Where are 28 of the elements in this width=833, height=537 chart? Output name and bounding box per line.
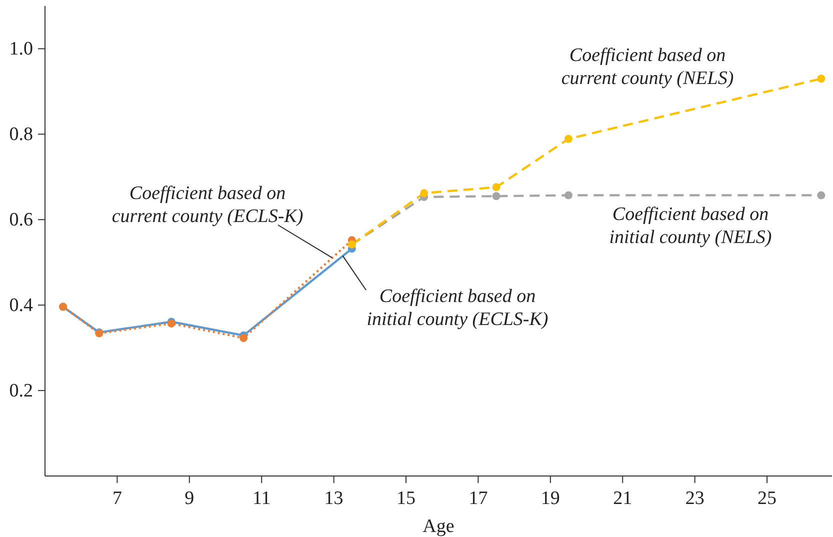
point bbox=[564, 191, 572, 200]
annotation: Coefficient based on initial county (ECLS-K) bbox=[366, 285, 550, 331]
point bbox=[817, 74, 826, 83]
x-tick-label: 25 bbox=[758, 488, 777, 509]
x-tick-label: 11 bbox=[252, 488, 271, 509]
point bbox=[492, 183, 500, 192]
annotation: Coefficient based on current county (ECLS-K) bbox=[110, 182, 304, 228]
x-tick-label: 23 bbox=[685, 488, 704, 509]
annotation: Coefficient based on current county (NELS) bbox=[560, 44, 735, 90]
annotation: Coefficient based on initial county (NELS) bbox=[608, 203, 773, 249]
y-tick-label: 1.0 bbox=[9, 38, 33, 60]
x-tick-label: 9 bbox=[184, 488, 194, 509]
x-tick-label: 15 bbox=[396, 488, 416, 509]
point bbox=[240, 334, 248, 342]
y-tick-label: 0.6 bbox=[9, 210, 33, 231]
x-tick-label: 7 bbox=[112, 488, 122, 509]
point bbox=[492, 192, 500, 200]
x-tick-label: 21 bbox=[613, 488, 632, 509]
y-tick-label: 0.2 bbox=[9, 380, 33, 402]
y-tick-label: 0.8 bbox=[9, 124, 33, 146]
x-tick-label: 19 bbox=[540, 488, 560, 509]
x-axis-title: Age bbox=[422, 516, 454, 537]
x-tick-label: 17 bbox=[468, 488, 488, 509]
x-tick-label: 13 bbox=[324, 488, 344, 509]
y-tick-label: 0.4 bbox=[9, 295, 34, 316]
point bbox=[817, 191, 826, 200]
point bbox=[420, 189, 428, 198]
point bbox=[564, 134, 572, 143]
